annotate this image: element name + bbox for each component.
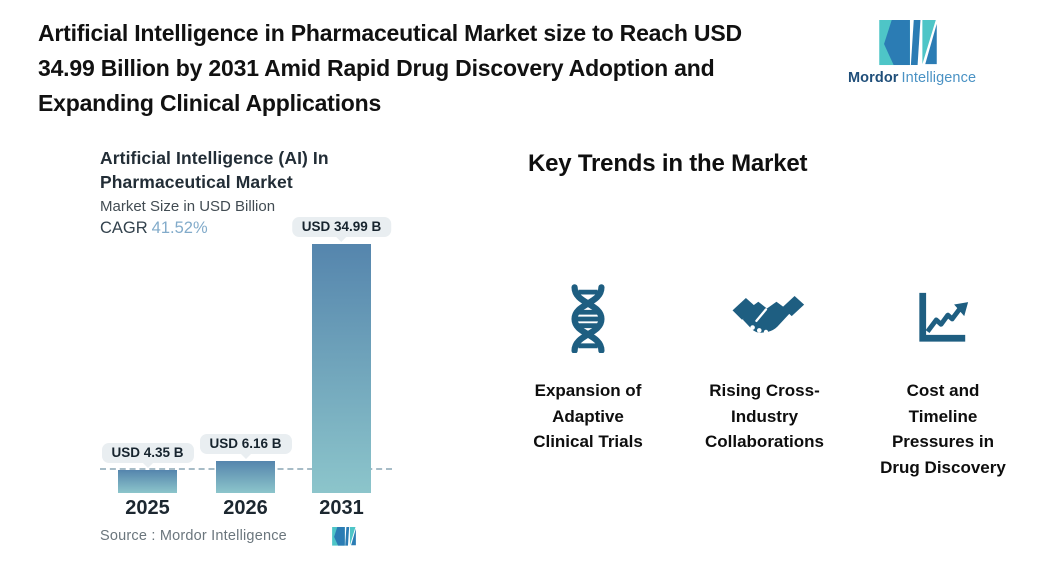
page-title-line-3: Expanding Clinical Applications [38, 90, 382, 116]
bar-2025 [118, 470, 177, 493]
value-label-2025: USD 4.35 B [101, 443, 194, 463]
trend-chart-icon [848, 280, 1038, 356]
cagr-value: 41.52% [151, 219, 208, 237]
bar-2031 [312, 244, 371, 493]
brand-logo: Mordor Intelligence [848, 20, 976, 86]
trend-label: Rising Cross- Industry Collaborations [704, 381, 824, 451]
trend-label: Cost and Timeline Pressures in Drug Disc… [880, 381, 1006, 477]
dna-icon [498, 280, 678, 356]
trend-label: Expansion of Adaptive Clinical Trials [533, 381, 643, 451]
bar-2026 [216, 461, 275, 493]
mordor-logo-icon-small [332, 527, 356, 546]
trends-heading: Key Trends in the Market [528, 150, 808, 177]
cagr-label: CAGR [100, 219, 148, 237]
handshake-icon [672, 280, 857, 356]
axis-label-2031: 2031 [319, 497, 364, 519]
value-label-2031: USD 34.99 B [291, 217, 392, 237]
trend-item-cost-pressures: Cost and Timeline Pressures in Drug Disc… [848, 280, 1038, 480]
page-title-line-1: Artificial Intelligence in Pharmaceutica… [38, 20, 742, 46]
chart-subtitle: Market Size in USD Billion [100, 198, 276, 215]
page-title-line-2: 34.99 Billion by 2031 Amid Rapid Drug Di… [38, 55, 715, 81]
brand-name: Mordor Intelligence [848, 70, 976, 86]
axis-label-2025: 2025 [125, 497, 170, 519]
value-label-2026: USD 6.16 B [199, 434, 292, 454]
axis-label-2026: 2026 [223, 497, 268, 519]
trend-item-adaptive-trials: Expansion of Adaptive Clinical Trials [498, 280, 678, 455]
chart-title-line-2: Pharmaceutical Market [100, 171, 293, 192]
chart-cagr: CAGR 41.52% [100, 219, 208, 238]
chart-title-line-1: Artificial Intelligence (AI) In [100, 148, 329, 168]
trend-item-collaborations: Rising Cross- Industry Collaborations [672, 280, 857, 455]
page-title: Artificial Intelligence in Pharmaceutica… [38, 16, 868, 121]
brand-name-bold: Mordor [848, 70, 899, 86]
brand-name-light: Intelligence [901, 70, 977, 86]
mordor-logo-icon [879, 20, 937, 66]
chart-title: Artificial Intelligence (AI) In Pharmace… [100, 147, 329, 194]
source-note: Source : Mordor Intelligence [100, 528, 287, 544]
